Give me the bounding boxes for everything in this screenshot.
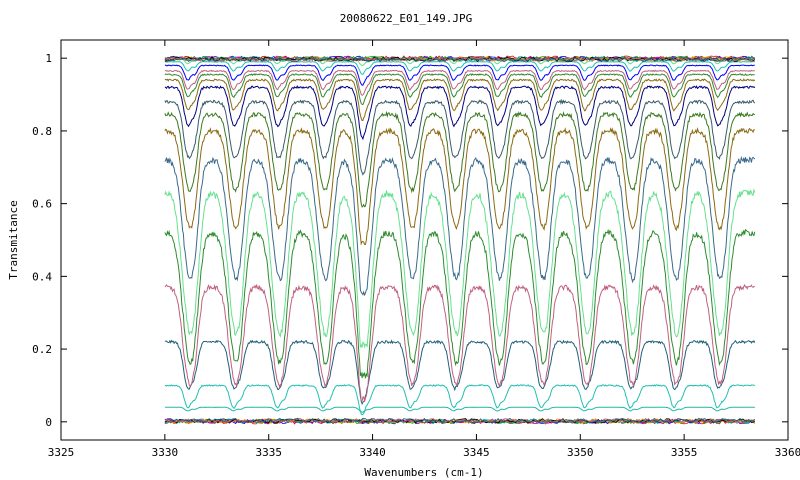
flat-series-line bbox=[164, 417, 755, 424]
y-tick-label: 0.8 bbox=[32, 125, 52, 138]
plot-area bbox=[164, 55, 756, 425]
x-tick-label: 3330 bbox=[152, 446, 179, 459]
spectrum-series-line bbox=[164, 127, 755, 246]
flat-series-line bbox=[164, 56, 755, 62]
y-axis: 0 0.2 0.4 0.6 0.8 1 bbox=[32, 52, 788, 429]
y-tick-label: 0.2 bbox=[32, 343, 52, 356]
x-axis-label: Wavenumbers (cm-1) bbox=[364, 466, 483, 479]
x-tick-label: 3335 bbox=[255, 446, 282, 459]
spectrum-series-line bbox=[164, 406, 755, 413]
x-tick-label: 3325 bbox=[48, 446, 75, 459]
x-tick-label: 3345 bbox=[463, 446, 490, 459]
x-tick-label: 3340 bbox=[359, 446, 386, 459]
spectrum-series-line bbox=[164, 228, 756, 379]
spectrum-series-line bbox=[164, 98, 756, 176]
y-tick-label: 0 bbox=[45, 416, 52, 429]
x-tick-label: 3355 bbox=[671, 446, 698, 459]
y-axis-label: Transmitance bbox=[7, 200, 20, 279]
spectrum-series-line bbox=[164, 384, 756, 416]
spectrum-series-line bbox=[164, 69, 755, 96]
y-tick-label: 0.6 bbox=[32, 198, 52, 211]
spectrum-series-line bbox=[164, 155, 756, 297]
x-tick-label: 3350 bbox=[567, 446, 594, 459]
spectrum-series-line bbox=[164, 85, 756, 141]
spectrum-series-line bbox=[164, 339, 756, 406]
plot-frame bbox=[60, 39, 789, 441]
x-axis: 3325 3330 3335 3340 3345 3350 3355 3360 bbox=[48, 40, 800, 459]
flat-series-line bbox=[164, 56, 755, 63]
spectrum-series-line bbox=[164, 188, 756, 349]
y-tick-label: 1 bbox=[45, 52, 52, 65]
spectrum-series-line bbox=[164, 283, 755, 402]
spectrum-series-line bbox=[164, 110, 755, 208]
x-tick-label: 3360 bbox=[775, 446, 800, 459]
spectrum-series-line bbox=[164, 73, 755, 106]
spectrum-series-line bbox=[164, 60, 755, 75]
y-tick-label: 0.4 bbox=[32, 270, 52, 283]
chart-title: 20080622_E01_149.JPG bbox=[340, 12, 472, 25]
spectrum-series-line bbox=[164, 64, 755, 86]
spectrum-series-line bbox=[164, 78, 756, 121]
